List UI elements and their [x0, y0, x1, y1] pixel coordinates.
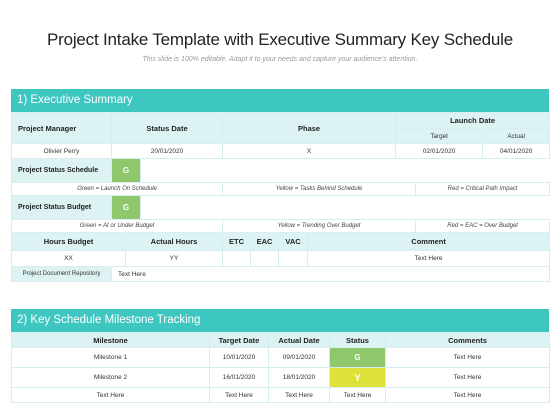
- milestone-target-date: Text Here: [209, 387, 269, 403]
- table-row: Milestone 2 16/01/2020 18/01/2020 Y Text…: [11, 367, 550, 388]
- milestone-target-date: 10/01/2020: [209, 347, 269, 368]
- header-vac: VAC: [278, 232, 309, 251]
- milestone-name: Text Here: [11, 387, 210, 403]
- legend-schedule-green: Green = Launch On Schedule: [10, 182, 224, 196]
- milestone-target-date: 16/01/2020: [209, 367, 269, 388]
- header-phase: Phase: [222, 112, 397, 144]
- header-status: Status: [329, 332, 386, 348]
- milestone-status-badge: G: [329, 347, 386, 368]
- label-project-status-schedule: Project Status Schedule: [11, 158, 112, 183]
- label-document-repository: Project Document Repository: [11, 266, 112, 282]
- milestone-status-badge: Y: [329, 367, 386, 388]
- header-actual-hours: Actual Hours: [124, 232, 224, 251]
- milestone-actual-date: 18/01/2020: [268, 367, 330, 388]
- value-phase: X: [222, 143, 397, 159]
- milestone-tracking-heading: 2) Key Schedule Milestone Tracking: [11, 309, 549, 332]
- value-actual-hours: YY: [124, 250, 224, 267]
- header-launch-date: Launch Date: [395, 112, 551, 129]
- milestone-table: Milestone Target Date Actual Date Status…: [11, 332, 550, 403]
- header-comments: Comments: [385, 332, 550, 348]
- value-hours-budget: XX: [11, 250, 126, 267]
- legend-budget-yellow: Yellow = Trending Over Budget: [222, 219, 417, 233]
- milestone-comments: Text Here: [385, 347, 550, 368]
- value-actual: 04/01/2020: [482, 143, 551, 159]
- executive-summary-table: Project Manager Status Date Phase Launch…: [10, 112, 551, 282]
- milestone-comments: Text Here: [385, 387, 550, 403]
- table-row: Text Here Text Here Text Here Text Here …: [11, 387, 550, 403]
- header-target-date: Target Date: [209, 332, 269, 348]
- milestone-name: Milestone 1: [11, 347, 210, 368]
- value-comment: Text Here: [307, 250, 551, 267]
- schedule-status-badge: G: [111, 158, 141, 183]
- legend-schedule-red: Red = Critical Path Impact: [415, 182, 551, 196]
- value-status-date: 20/01/2020: [110, 143, 224, 159]
- header-target: Target: [395, 128, 484, 144]
- value-vac: [278, 250, 309, 267]
- header-actual: Actual: [482, 128, 551, 144]
- page-subtitle: This slide is 100% editable. Adapt it to…: [142, 56, 418, 63]
- legend-budget-green: Green = At or Under Budget: [10, 219, 224, 233]
- value-target: 02/01/2020: [395, 143, 484, 159]
- header-hours-budget: Hours Budget: [11, 232, 126, 251]
- header-milestone: Milestone: [11, 332, 210, 348]
- header-etc: ETC: [222, 232, 252, 251]
- milestone-actual-date: 09/01/2020: [268, 347, 330, 368]
- header-status-date: Status Date: [111, 112, 224, 144]
- header-actual-date: Actual Date: [268, 332, 330, 348]
- value-document-repository: Text Here: [110, 266, 551, 282]
- milestone-name: Milestone 2: [11, 367, 210, 388]
- table-row: Milestone 1 10/01/2020 09/01/2020 G Text…: [11, 347, 550, 368]
- page-title: Project Intake Template with Executive S…: [46, 30, 513, 49]
- label-project-status-budget: Project Status Budget: [11, 195, 112, 220]
- milestone-status-text: Text Here: [329, 387, 386, 403]
- legend-budget-red: Red = EAC = Over Budget: [415, 219, 551, 233]
- value-etc: [222, 250, 252, 267]
- milestone-actual-date: Text Here: [268, 387, 330, 403]
- value-project-manager: Olivier Perry: [11, 143, 112, 159]
- header-comment: Comment: [307, 232, 551, 251]
- header-project-manager: Project Manager: [11, 112, 112, 144]
- value-eac: [250, 250, 280, 267]
- executive-summary-heading: 1) Executive Summary: [11, 89, 549, 112]
- milestone-comments: Text Here: [385, 367, 550, 388]
- legend-schedule-yellow: Yellow = Tasks Behind Schedule: [222, 182, 417, 196]
- budget-status-badge: G: [111, 195, 141, 220]
- header-eac: EAC: [250, 232, 280, 251]
